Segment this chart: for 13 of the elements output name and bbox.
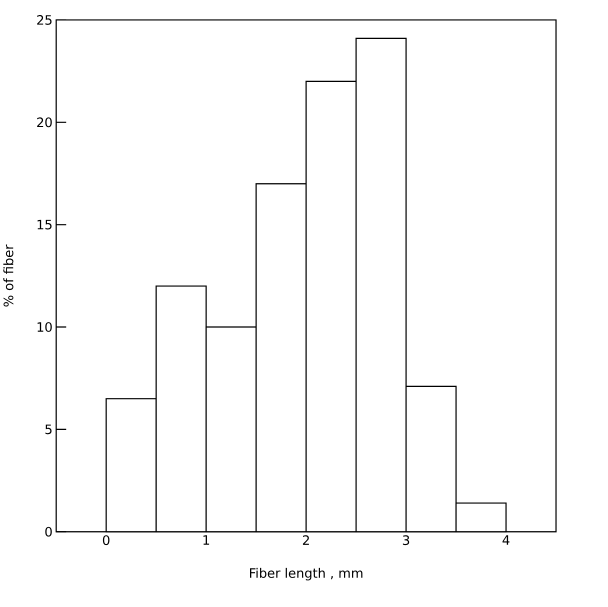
y-tick-label: 15 xyxy=(38,220,52,230)
y-tick-label: 20 xyxy=(37,118,52,128)
x-tick-label: 3 xyxy=(402,535,410,546)
x-tick-label: 1 xyxy=(203,535,210,545)
x-tick-label: 0 xyxy=(102,535,110,546)
y-axis-title: % of fiber xyxy=(3,244,14,307)
y-tick-label: 10 xyxy=(38,322,52,332)
y-tick-label: 25 xyxy=(37,15,52,26)
y-tick-label: 5 xyxy=(45,424,52,434)
y-tick-label: 0 xyxy=(45,527,52,537)
x-tick-label: 2 xyxy=(302,535,309,546)
x-axis-title: Fiber length , mm xyxy=(250,568,362,581)
x-tick-label: 4 xyxy=(502,535,510,545)
